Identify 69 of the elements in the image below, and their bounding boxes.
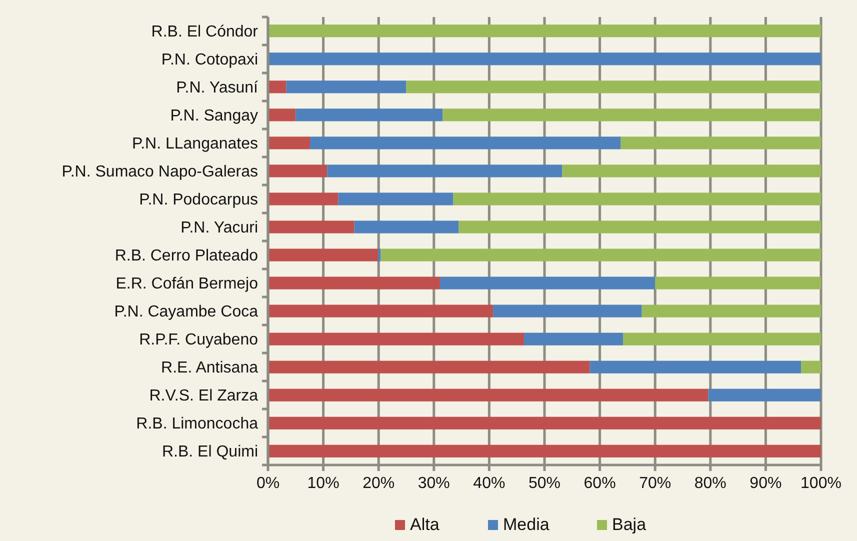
x-tick-label: 40% [473, 475, 506, 492]
y-tick-label: P.N. Sangay [170, 108, 258, 125]
x-tick-label: 70% [639, 475, 672, 492]
legend-label: Baja [612, 515, 647, 534]
y-tick-label: R.B. El Quimi [162, 444, 258, 461]
legend-label: Alta [410, 515, 440, 534]
bar [268, 388, 708, 402]
x-tick-label: 30% [418, 475, 450, 492]
bar [338, 192, 454, 206]
bar [268, 248, 378, 262]
x-tick-label: 90% [750, 475, 782, 492]
legend-label: Media [503, 515, 550, 534]
bar [440, 276, 656, 290]
bar [380, 248, 821, 262]
bar [708, 388, 821, 402]
bar [268, 108, 296, 122]
bar [562, 164, 821, 178]
y-tick-label: R.P.F. Cuyabeno [139, 332, 258, 349]
bar [442, 108, 821, 122]
bar [268, 276, 440, 290]
y-tick-label: R.E. Antisana [161, 360, 258, 377]
bar [524, 332, 624, 346]
y-tick-label: P.N. Cotopaxi [161, 51, 258, 68]
bar [310, 136, 621, 150]
bar [268, 80, 286, 94]
bar [590, 360, 802, 374]
y-tick-label: R.V.S. El Zarza [149, 388, 258, 405]
x-tick-label: 20% [362, 475, 395, 492]
x-tick-label: 80% [694, 475, 726, 492]
y-tick-label: P.N. Podocarpus [139, 192, 258, 209]
y-tick-label: R.B. Cerro Plateado [114, 248, 258, 265]
bar [268, 164, 328, 178]
y-tick-label: R.B. Limoncocha [136, 416, 258, 433]
bar [493, 304, 642, 318]
y-tick-label: P.N. LLanganates [132, 136, 258, 153]
y-tick-label: P.N. Yasuní [176, 80, 259, 97]
bar [406, 80, 821, 94]
x-tick-label: 10% [307, 475, 340, 492]
bar [268, 136, 310, 150]
bar [801, 360, 821, 374]
y-tick-label: E.R. Cofán Bermejo [116, 276, 258, 293]
bar [296, 108, 443, 122]
bar [268, 304, 494, 318]
bar [378, 248, 381, 262]
bar [268, 332, 524, 346]
bar [268, 360, 590, 374]
x-tick-label: 0% [256, 475, 280, 492]
bar [268, 444, 821, 458]
bar [642, 304, 821, 318]
bar [268, 52, 821, 66]
x-tick-label: 50% [528, 475, 561, 492]
bar [453, 192, 821, 206]
bar [286, 80, 406, 94]
bar [327, 164, 562, 178]
bar [268, 416, 821, 430]
bar [620, 136, 821, 150]
x-tick-label: 60% [584, 475, 616, 492]
y-tick-label: P.N. Sumaco Napo-Galeras [62, 164, 258, 181]
y-tick-label: P.N. Cayambe Coca [114, 304, 258, 321]
bar [268, 220, 354, 234]
bar [458, 220, 821, 234]
bar [354, 220, 459, 234]
x-tick-label: 100% [800, 475, 842, 492]
bar [623, 332, 821, 346]
y-tick-label: P.N. Yacuri [180, 220, 258, 237]
bar [268, 192, 338, 206]
bar [655, 276, 821, 290]
bar [268, 24, 821, 38]
y-tick-label: R.B. El Cóndor [151, 23, 259, 40]
